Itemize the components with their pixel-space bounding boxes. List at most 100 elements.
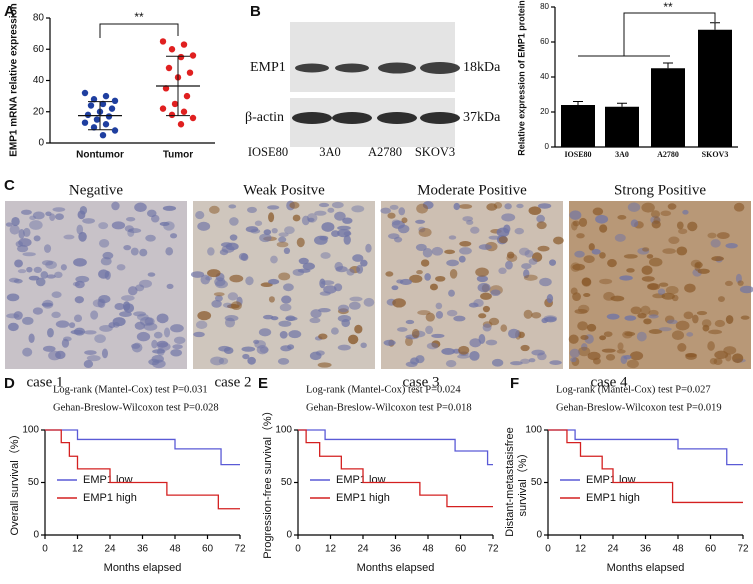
stain bbox=[671, 330, 685, 341]
survival-curve bbox=[548, 429, 743, 466]
ihc-case: case 2 bbox=[214, 374, 251, 390]
stain bbox=[553, 236, 564, 245]
nucleus bbox=[469, 338, 482, 348]
stain bbox=[607, 259, 617, 268]
data-point bbox=[111, 127, 119, 134]
nucleus bbox=[139, 279, 153, 288]
nucleus bbox=[310, 309, 322, 319]
stain bbox=[425, 312, 435, 322]
x-tick-label: 12 bbox=[575, 544, 587, 555]
x-axis-label: Months elapsed bbox=[607, 562, 685, 574]
nucleus bbox=[210, 356, 225, 366]
nucleus bbox=[426, 342, 439, 350]
stain bbox=[498, 236, 508, 244]
nucleus bbox=[170, 349, 183, 357]
nucleus bbox=[52, 207, 66, 212]
nucleus bbox=[476, 275, 489, 283]
nucleus bbox=[396, 327, 408, 332]
nucleus bbox=[453, 315, 466, 322]
blot-band bbox=[420, 112, 460, 124]
nucleus bbox=[163, 221, 175, 231]
stain bbox=[662, 248, 676, 254]
stain bbox=[648, 329, 663, 334]
nucleus bbox=[220, 242, 233, 248]
nucleus bbox=[309, 317, 321, 324]
y-tick-label: 0 bbox=[38, 138, 44, 149]
nucleus bbox=[516, 203, 524, 209]
nucleus bbox=[207, 247, 215, 256]
stain bbox=[435, 275, 446, 282]
x-tick-label: 60 bbox=[705, 544, 717, 555]
nucleus bbox=[94, 334, 106, 344]
nucleus bbox=[337, 304, 350, 313]
nucleus bbox=[505, 260, 513, 270]
nucleus bbox=[54, 213, 64, 221]
nucleus bbox=[229, 234, 238, 241]
nucleus bbox=[46, 274, 56, 279]
nucleus bbox=[351, 205, 365, 213]
nucleus bbox=[574, 250, 585, 258]
nucleus bbox=[435, 302, 443, 310]
stain bbox=[459, 241, 472, 247]
nucleus bbox=[242, 353, 250, 360]
x-tick-label: 72 bbox=[234, 544, 246, 555]
data-point bbox=[93, 116, 101, 123]
stain bbox=[392, 298, 406, 308]
nucleus bbox=[657, 288, 666, 296]
nucleus bbox=[101, 348, 109, 359]
x-tick-label: 24 bbox=[357, 544, 369, 555]
nucleus bbox=[321, 222, 335, 232]
nucleus bbox=[446, 309, 458, 317]
blot-background bbox=[290, 22, 455, 147]
stain bbox=[732, 353, 744, 364]
stain bbox=[354, 324, 363, 334]
stain bbox=[459, 204, 473, 209]
stain bbox=[588, 243, 595, 251]
nucleus bbox=[83, 360, 94, 369]
stain bbox=[630, 306, 642, 315]
stain bbox=[599, 252, 606, 259]
survival-curve bbox=[45, 429, 240, 466]
stain bbox=[640, 305, 651, 316]
nucleus bbox=[595, 214, 609, 224]
stain bbox=[687, 221, 698, 232]
nucleus bbox=[246, 206, 257, 214]
y-tick-label: 0 bbox=[536, 530, 542, 541]
stain bbox=[678, 228, 688, 235]
nucleus bbox=[125, 216, 136, 222]
stain bbox=[685, 352, 697, 358]
stain bbox=[711, 256, 724, 262]
nucleus bbox=[405, 319, 415, 325]
nucleus bbox=[491, 358, 504, 367]
nucleus bbox=[473, 299, 484, 308]
nucleus bbox=[121, 295, 135, 301]
nucleus bbox=[136, 331, 151, 342]
lane-label: A2780 bbox=[368, 145, 402, 159]
nucleus bbox=[122, 301, 131, 311]
nucleus bbox=[195, 210, 205, 220]
nucleus bbox=[278, 236, 287, 243]
nucleus bbox=[391, 285, 399, 291]
nucleus bbox=[86, 355, 101, 362]
stain bbox=[578, 217, 588, 227]
nucleus bbox=[74, 296, 84, 304]
nucleus bbox=[228, 204, 237, 209]
stain bbox=[601, 348, 616, 353]
nucleus bbox=[112, 322, 120, 328]
nucleus bbox=[544, 316, 557, 323]
nucleus bbox=[278, 232, 289, 237]
x-tick-label: 0 bbox=[545, 544, 551, 555]
nucleus bbox=[229, 217, 239, 226]
x-tick-label: 36 bbox=[640, 544, 652, 555]
nucleus bbox=[90, 310, 99, 320]
stain bbox=[486, 203, 498, 211]
stain bbox=[537, 245, 550, 252]
stain bbox=[583, 292, 591, 298]
x-tick-label: 12 bbox=[325, 544, 337, 555]
nucleus bbox=[422, 248, 433, 258]
nucleus bbox=[263, 229, 272, 235]
data-point bbox=[168, 111, 176, 119]
data-point bbox=[162, 85, 170, 92]
ihc-title: Strong Positive bbox=[614, 182, 706, 198]
nucleus bbox=[360, 342, 367, 349]
